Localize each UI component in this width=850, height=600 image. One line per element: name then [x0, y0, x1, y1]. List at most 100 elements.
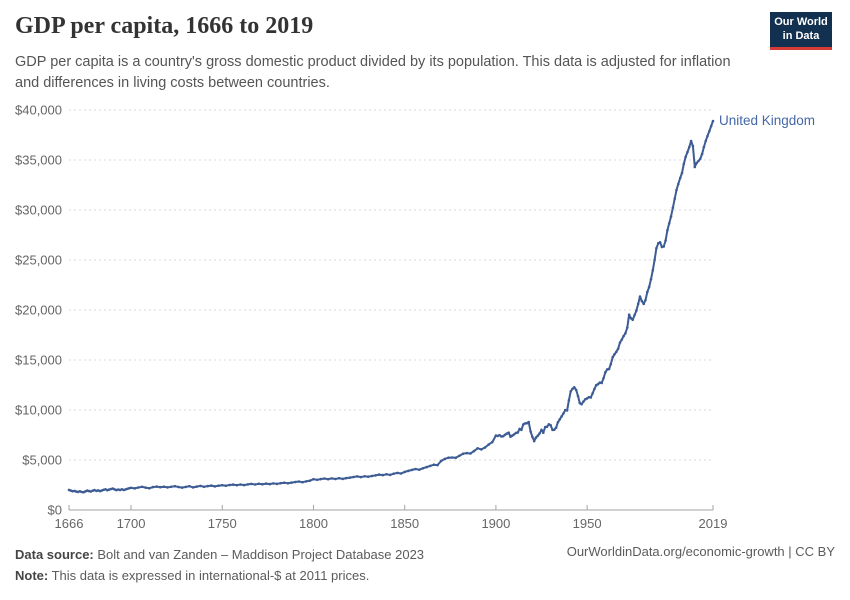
data-point — [210, 484, 213, 487]
data-point — [301, 480, 304, 484]
data-point — [638, 295, 642, 298]
data-point — [647, 285, 651, 289]
note-label: Note: — [15, 568, 49, 584]
data-point — [702, 145, 706, 149]
data-point — [675, 188, 678, 192]
data-point — [425, 465, 428, 469]
data-point — [507, 431, 511, 435]
y-axis-label: $30,000 — [15, 203, 62, 218]
data-point — [239, 483, 242, 486]
data-point — [428, 464, 432, 468]
data-point — [529, 430, 532, 433]
data-point — [531, 435, 534, 439]
data-point — [671, 206, 675, 209]
data-point — [396, 471, 399, 475]
data-point — [558, 418, 562, 421]
data-point — [162, 485, 166, 489]
data-point — [596, 382, 600, 386]
data-point — [173, 484, 177, 488]
owid-logo[interactable]: Our World in Data — [770, 12, 832, 50]
data-point — [560, 415, 563, 418]
data-point — [664, 239, 667, 242]
y-axis-label: $5,000 — [22, 453, 62, 468]
data-point — [540, 428, 543, 432]
data-point — [235, 483, 239, 487]
data-point — [708, 129, 711, 133]
data-point — [469, 452, 472, 455]
data-point — [644, 298, 647, 302]
data-point — [366, 475, 370, 479]
gdp-line-chart: $0 $5,000 $10,000 $15,000 $20,000 $25,000 $30,… — [15, 103, 815, 532]
data-point — [709, 124, 713, 128]
data-point — [315, 478, 319, 482]
data-point — [653, 258, 656, 262]
data-point — [206, 484, 209, 488]
series-line-united-kingdom[interactable] — [68, 120, 714, 494]
data-point — [220, 483, 224, 487]
data-point — [697, 159, 700, 163]
data-point — [137, 486, 140, 489]
note-value: This data is expressed in international-… — [51, 568, 370, 584]
data-point — [312, 477, 315, 481]
x-axis-label: 1900 — [481, 516, 510, 531]
series-label-united-kingdom[interactable]: United Kingdom — [719, 113, 815, 128]
data-point — [224, 484, 228, 488]
data-point — [436, 463, 439, 467]
data-point — [565, 409, 569, 412]
data-point — [487, 443, 490, 446]
data-point — [677, 182, 680, 186]
data-point — [491, 440, 494, 444]
data-point — [399, 472, 403, 475]
data-point — [144, 486, 147, 489]
data-point — [443, 457, 447, 461]
data-point — [600, 381, 603, 385]
x-axis-label: 1850 — [390, 516, 419, 531]
data-point — [680, 171, 684, 175]
data-point — [556, 421, 560, 424]
owid-logo-line1: Our World — [774, 15, 828, 28]
data-point — [374, 474, 377, 477]
data-point — [562, 412, 565, 415]
data-point — [649, 277, 653, 281]
owid-url-link[interactable]: OurWorldinData.org/economic-growth | CC … — [566, 544, 835, 559]
page-title: GDP per capita, 1666 to 2019 — [15, 13, 314, 39]
data-point — [700, 152, 704, 156]
data-point — [140, 485, 144, 489]
data-point — [545, 425, 549, 429]
data-point — [166, 486, 169, 489]
data-point — [591, 392, 594, 395]
data-point — [381, 473, 385, 477]
data-point — [582, 400, 585, 403]
data-source-value: Bolt and van Zanden – Maddison Project D… — [97, 547, 425, 562]
data-point — [604, 370, 607, 374]
data-point — [363, 475, 366, 478]
data-point — [370, 474, 374, 478]
data-point — [589, 396, 593, 399]
data-point — [631, 318, 634, 322]
data-point — [658, 241, 662, 244]
data-point — [695, 161, 698, 165]
data-point — [439, 459, 443, 463]
data-point — [646, 290, 649, 294]
data-point — [268, 482, 272, 486]
data-point — [580, 402, 583, 406]
data-point — [341, 477, 345, 481]
data-point — [667, 222, 671, 225]
data-point — [180, 486, 184, 489]
data-point — [199, 484, 202, 488]
data-point — [432, 463, 436, 467]
data-point — [669, 215, 673, 218]
x-axis-label: 1700 — [117, 516, 146, 531]
data-point — [602, 377, 605, 380]
data-point — [483, 446, 487, 449]
y-axis-label: $0 — [48, 503, 62, 518]
data-point — [686, 150, 689, 154]
data-point — [385, 473, 388, 476]
data-point — [319, 477, 323, 481]
data-point — [516, 431, 520, 434]
data-point — [330, 477, 334, 480]
data-point — [633, 313, 636, 317]
data-point — [616, 347, 620, 351]
data-point — [148, 487, 151, 490]
data-point — [195, 485, 198, 488]
